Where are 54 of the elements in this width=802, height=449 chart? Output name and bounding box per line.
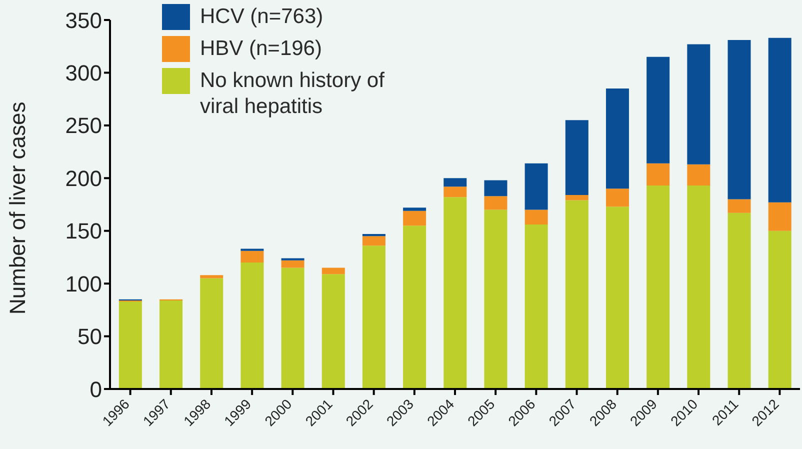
bar [768, 202, 792, 231]
bar [728, 40, 751, 200]
bar [484, 196, 508, 210]
bar [322, 268, 345, 274]
bar [484, 180, 508, 196]
bar [403, 208, 426, 211]
y-tick-label: 0 [90, 376, 102, 402]
bar [240, 250, 264, 262]
bar [768, 38, 792, 202]
bar [200, 275, 224, 278]
bar [646, 56, 670, 164]
y-axis-title: Number of liver cases [4, 102, 30, 314]
bar [444, 186, 467, 198]
bar [403, 226, 426, 389]
bar [484, 210, 508, 389]
y-tick-label: 350 [65, 8, 102, 33]
bar [160, 300, 183, 389]
bar [362, 236, 386, 246]
bar [728, 212, 751, 389]
bar [322, 274, 345, 389]
bar [606, 88, 629, 189]
bar [281, 260, 304, 268]
bar [565, 195, 588, 200]
bar [524, 163, 548, 210]
legend-label: HCV (n=763) [200, 4, 324, 30]
bar [728, 199, 751, 213]
bar [768, 230, 792, 389]
bar [646, 163, 670, 186]
bar [687, 44, 710, 164]
y-tick-label: 100 [65, 271, 102, 296]
y-tick-label: 300 [65, 60, 102, 86]
bar [687, 186, 710, 389]
bar [565, 200, 588, 389]
bar [646, 186, 670, 389]
bar [403, 210, 426, 226]
bar [240, 262, 264, 389]
bar [444, 197, 467, 389]
legend-label: HBV (n=196) [200, 36, 323, 62]
bar [606, 206, 629, 389]
bar [362, 246, 386, 389]
bar [687, 164, 710, 186]
bar [524, 210, 548, 225]
bar [565, 120, 588, 196]
bar [606, 188, 629, 207]
bar [524, 224, 548, 389]
bar [281, 268, 304, 389]
y-tick-label: 250 [65, 113, 102, 138]
bar [118, 301, 142, 389]
bar [200, 278, 224, 389]
y-tick-label: 200 [65, 166, 102, 191]
y-tick-label: 50 [78, 324, 102, 350]
y-tick-label: 150 [65, 218, 102, 244]
bar [444, 178, 467, 187]
legend-label: No known history of viral hepatitis [200, 68, 386, 120]
